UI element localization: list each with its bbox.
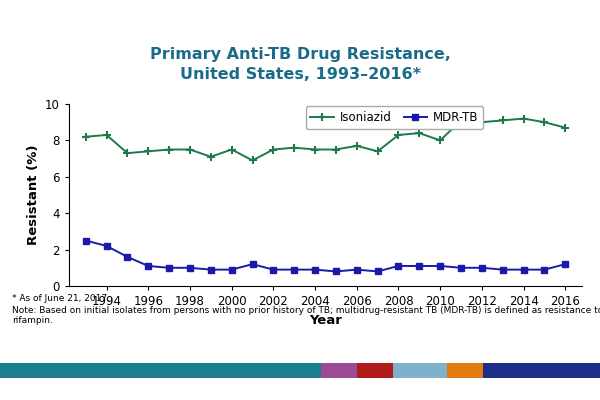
Legend: Isoniazid, MDR-TB: Isoniazid, MDR-TB [306,106,484,129]
MDR-TB [499,267,506,272]
MDR-TB [290,267,298,272]
Isoniazid [395,132,402,137]
Isoniazid [166,147,173,152]
X-axis label: Year: Year [309,314,342,326]
Isoniazid [270,147,277,152]
MDR-TB [270,267,277,272]
MDR-TB [332,269,340,274]
Isoniazid [228,147,235,152]
Bar [420,363,447,378]
Isoniazid [416,131,423,136]
MDR-TB [416,264,423,268]
MDR-TB [395,264,402,268]
MDR-TB [166,266,173,270]
MDR-TB [228,267,235,272]
MDR-TB [353,267,361,272]
Bar [393,363,420,378]
Isoniazid [332,147,340,152]
Isoniazid [478,120,485,125]
Bar [447,363,483,378]
Isoniazid [187,147,194,152]
Isoniazid [520,116,527,121]
Isoniazid [249,158,256,163]
Isoniazid [437,138,444,143]
Isoniazid [311,147,319,152]
Isoniazid [145,149,152,154]
MDR-TB [311,267,319,272]
Isoniazid [290,145,298,150]
Isoniazid [562,125,569,130]
Isoniazid [124,151,131,156]
Isoniazid [457,118,464,123]
MDR-TB [457,266,464,270]
Isoniazid [374,149,381,154]
Line: Isoniazid: Isoniazid [82,114,569,164]
Isoniazid [353,144,361,148]
MDR-TB [437,264,444,268]
MDR-TB [187,266,194,270]
Y-axis label: Resistant (%): Resistant (%) [26,145,40,245]
Isoniazid [103,132,110,137]
Text: * As of June 21, 2017.: * As of June 21, 2017. [12,294,110,303]
MDR-TB [249,262,256,266]
Line: MDR-TB: MDR-TB [83,238,568,274]
MDR-TB [207,267,214,272]
MDR-TB [82,238,89,243]
Bar [321,363,357,378]
MDR-TB [520,267,527,272]
MDR-TB [478,266,485,270]
MDR-TB [374,269,381,274]
Text: Note: Based on initial isolates from persons with no prior history of TB; multid: Note: Based on initial isolates from per… [12,306,600,326]
MDR-TB [562,262,569,266]
Isoniazid [499,118,506,123]
Text: Primary Anti-TB Drug Resistance,
United States, 1993–2016*: Primary Anti-TB Drug Resistance, United … [149,47,451,82]
Isoniazid [207,154,214,159]
MDR-TB [145,264,152,268]
Isoniazid [82,134,89,139]
Isoniazid [541,120,548,125]
MDR-TB [541,267,548,272]
Bar [0,363,321,378]
MDR-TB [103,244,110,248]
Bar [483,363,600,378]
MDR-TB [124,254,131,259]
Bar [357,363,393,378]
